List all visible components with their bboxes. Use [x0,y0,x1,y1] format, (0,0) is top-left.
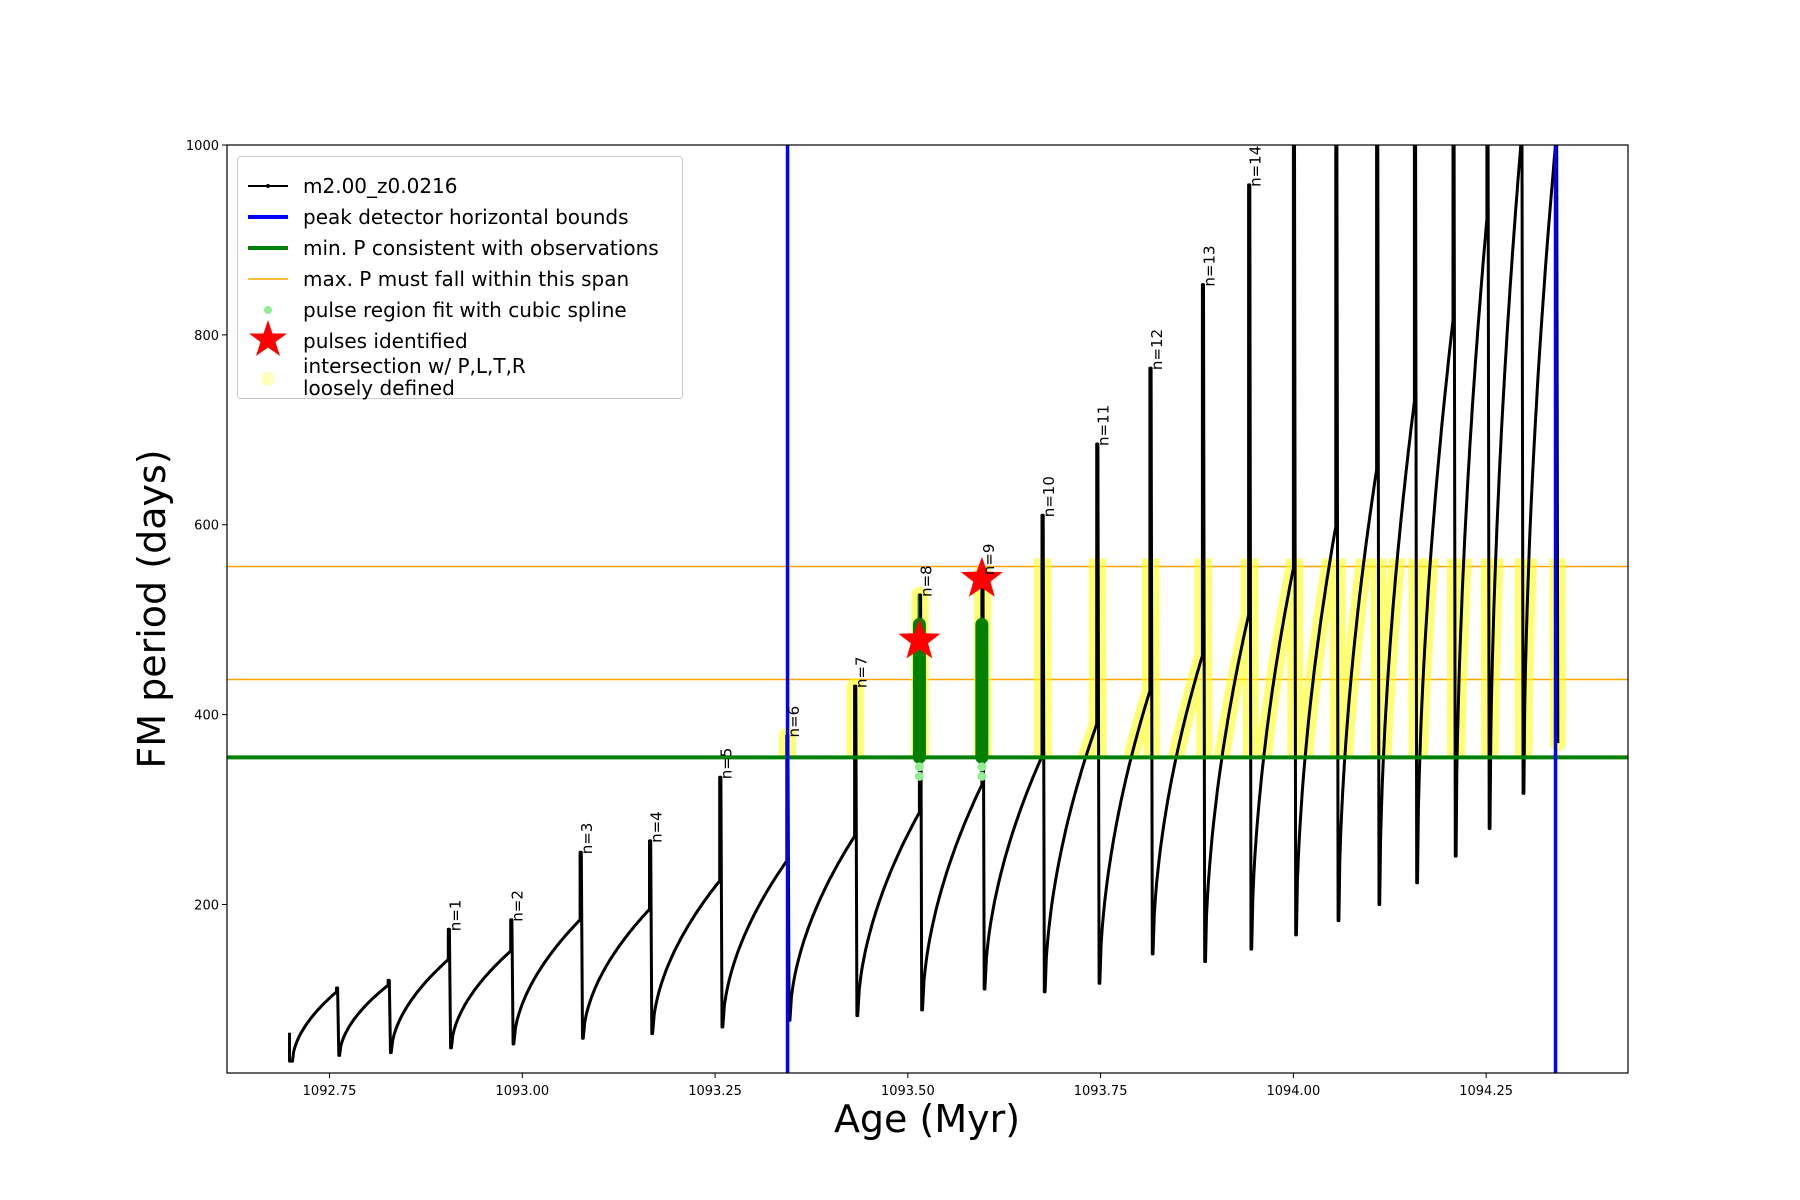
pulse-label: n=4 [648,811,666,843]
legend-label: peak detector horizontal bounds [303,204,629,229]
spline-fit-point [914,771,924,781]
spline-fit-point [977,771,987,781]
legend-label: loosely defined [303,376,455,400]
red-star-icon [246,320,290,356]
pulse-label: n=7 [853,656,871,688]
legend: m2.00_z0.0216 peak detector horizontal b… [237,156,683,400]
pulse-identified-star [960,556,1003,597]
green-dot-icon [246,296,290,324]
orange-line-icon [246,265,290,293]
y-tick-label: 600 [194,519,219,534]
pulse-label: n=5 [718,748,736,780]
pulse-label: n=14 [1247,146,1265,187]
y-tick-label: 800 [194,329,219,344]
x-axis: 1092.75 1093.00 1093.25 1093.50 1093.75 1094.… [303,1073,1513,1099]
plot-area: n=1 n=2 n=3 n=4 n=5 n=6 n=7 n=8 n=9 n=10 n=11 n=12 n… [227,145,1628,1073]
spline-fit-point [914,762,924,772]
legend-label: pulse region fit with cubic spline [303,297,627,322]
y-axis: 200 400 600 800 1000 [186,139,227,913]
pulse-label: n=11 [1095,405,1113,446]
series-line-m2.00_z0.0216 [288,145,1560,1063]
y-tick-label: 200 [194,898,219,913]
x-tick-label: 1093.25 [688,1084,742,1099]
y-tick-label: 400 [194,709,219,724]
x-tick-label: 1094.25 [1459,1084,1513,1099]
legend-label: max. P must fall within this span [303,266,630,291]
y-tick-label: 1000 [186,139,219,154]
legend-label: min. P consistent with observations [303,235,659,260]
yellow-dot-icon [246,355,290,403]
x-tick-label: 1092.75 [303,1084,357,1099]
line-marker-icon [246,172,290,200]
x-tick-label: 1093.50 [881,1084,935,1099]
pulse-label: n=3 [578,823,596,855]
pulse-identified-star [898,618,941,659]
legend-label: m2.00_z0.0216 [303,173,458,198]
legend-label: pulses identified [303,328,468,353]
y-axis-label: FM period (days) [130,449,174,768]
spline-fit-point [977,762,987,772]
x-tick-label: 1093.00 [495,1084,549,1099]
pulse-label: n=10 [1040,476,1058,517]
pulse-label: n=12 [1148,329,1166,370]
pulse-label: n=2 [509,890,527,922]
pulse-label: n=1 [446,900,464,932]
x-axis-label: Age (Myr) [834,1097,1020,1141]
green-line-icon [246,234,290,262]
pulse-label: n=13 [1200,245,1218,286]
pulse-label: n=9 [980,544,998,576]
pulse-label: n=8 [917,565,935,597]
axes-frame [226,144,1629,1074]
legend-label: intersection w/ P,L,T,R [303,354,526,378]
pulse-label: n=6 [785,706,803,738]
blue-line-icon [246,203,290,231]
x-tick-label: 1093.75 [1074,1084,1128,1099]
x-tick-label: 1094.00 [1266,1084,1320,1099]
